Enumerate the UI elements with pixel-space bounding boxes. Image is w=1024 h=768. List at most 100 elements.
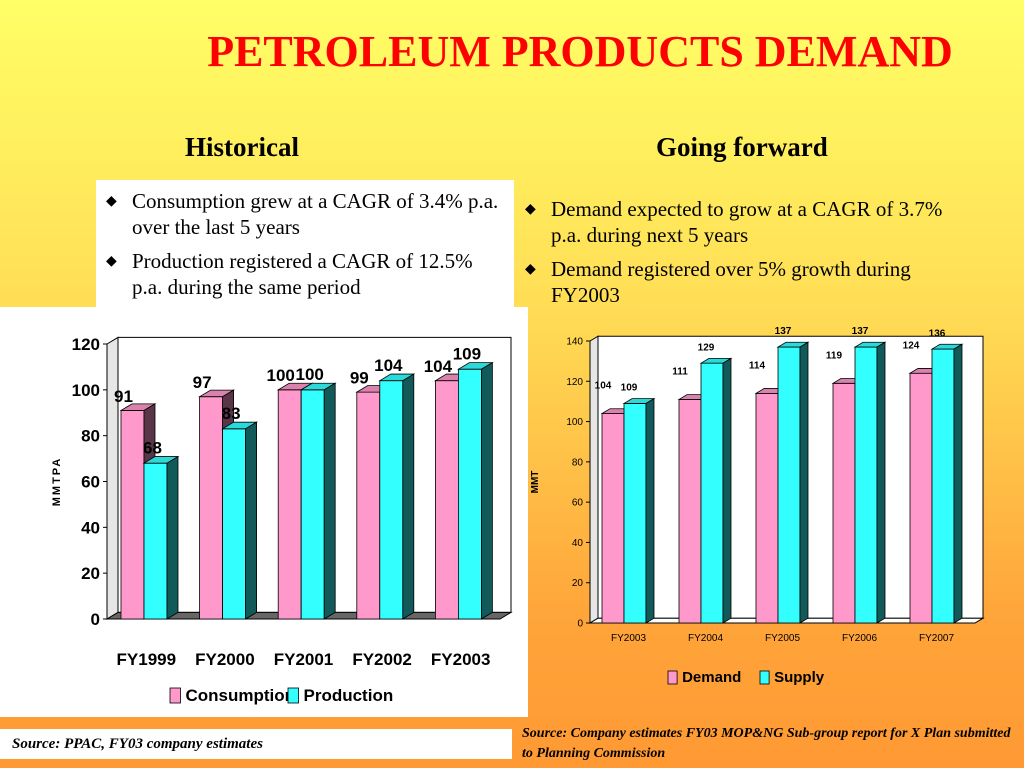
legend-swatch [667, 670, 678, 685]
bar [832, 382, 856, 624]
y-tick-label: 120 [72, 335, 100, 354]
data-label: 104 [595, 381, 612, 392]
data-label: 97 [193, 373, 212, 392]
bar [120, 410, 145, 620]
x-tick-label: FY2003 [431, 650, 491, 669]
y-tick-label: 40 [572, 538, 584, 549]
bar [379, 380, 404, 620]
data-label: 99 [350, 369, 369, 388]
bar [601, 413, 625, 624]
x-tick-label: FY2001 [274, 650, 334, 669]
diamond-bullet-icon: ◆ [525, 202, 536, 217]
y-tick-label: 20 [572, 578, 584, 589]
bar-side [876, 341, 886, 624]
data-label: 114 [749, 361, 766, 372]
legend-swatch [287, 687, 299, 704]
bar [854, 346, 878, 624]
x-tick-label: FY2004 [688, 633, 723, 644]
data-label: 109 [621, 383, 638, 394]
bar [222, 428, 247, 620]
bar [755, 392, 779, 624]
data-label: 119 [826, 351, 843, 362]
bar [356, 391, 381, 620]
bar-side [323, 382, 336, 620]
legend-swatch [759, 670, 770, 685]
y-tick-label: 60 [572, 498, 584, 509]
bar-side [402, 373, 415, 620]
bar [700, 362, 724, 624]
bar [678, 399, 702, 624]
bar [143, 462, 168, 620]
y-tick-label: 140 [566, 337, 583, 348]
legend-label: Demand [682, 669, 741, 686]
y-tick-label: 0 [577, 619, 583, 630]
x-tick-label: FY2002 [352, 650, 412, 669]
data-label: 83 [222, 404, 241, 423]
data-label: 137 [852, 326, 869, 337]
forward-chart: 0 20 40 60 80 100 120 140 MMT 104 109 FY2003 111 129 F… [530, 326, 985, 686]
data-label: 111 [672, 367, 688, 378]
y-axis-label: MMTPA [51, 457, 63, 507]
bar-side [799, 341, 809, 624]
bar-side [245, 421, 258, 620]
historical-bullet-2: ◆ Production registered a CAGR of 12.5% p… [106, 249, 473, 299]
diamond-bullet-icon: ◆ [106, 254, 117, 269]
bar [300, 389, 325, 620]
chart-side-wall [589, 335, 599, 624]
diamond-bullet-icon: ◆ [106, 194, 117, 209]
historical-bullet-box [96, 180, 514, 320]
x-tick-label: FY1999 [117, 650, 177, 669]
historical-chart: 0 20 40 60 80 100 120 MMTPA 91 68 FY1999 97 83 FY2000… [51, 335, 513, 705]
y-axis-label: MMT [530, 471, 541, 494]
x-tick-label: FY2005 [765, 633, 800, 644]
bar [931, 348, 955, 624]
x-tick-label: FY2007 [919, 633, 954, 644]
data-label: 137 [775, 326, 792, 337]
forward-bullet-1: ◆ Demand expected to grow at a CAGR of 3.… [525, 197, 943, 247]
data-label: 100 [296, 365, 324, 384]
bar [277, 389, 302, 620]
bar-side [722, 357, 732, 624]
data-label: 129 [698, 342, 715, 353]
bar [199, 396, 224, 620]
y-tick-label: 120 [566, 377, 583, 388]
historical-bullets: ◆ Consumption grew at a CAGR of 3.4% p.a.… [96, 188, 506, 308]
y-tick-label: 20 [81, 564, 100, 583]
historical-bullet-1: ◆ Consumption grew at a CAGR of 3.4% p.a.… [106, 189, 499, 239]
forward-bullets: ◆ Demand expected to grow at a CAGR of 3.… [515, 196, 975, 316]
bar-side [166, 455, 179, 620]
legend-label: Consumption [186, 686, 296, 705]
legend-label: Supply [774, 669, 825, 686]
x-tick-label: FY2006 [842, 633, 877, 644]
bar [777, 346, 801, 624]
bar [909, 372, 933, 624]
forward-bullet-2: ◆ Demand registered over 5% growth during… [525, 257, 911, 307]
bar-side [953, 343, 963, 624]
y-tick-label: 80 [572, 457, 584, 468]
legend-label: Production [304, 686, 394, 705]
data-label: 124 [903, 340, 920, 351]
data-label: 100 [267, 366, 295, 385]
forward-source: Source: Company estimates FY03 MOP&NG Su… [522, 726, 1011, 761]
y-tick-label: 60 [81, 472, 100, 491]
x-tick-label: FY2000 [195, 650, 255, 669]
y-tick-label: 100 [566, 417, 583, 428]
data-label: 104 [424, 357, 453, 376]
legend-swatch [169, 687, 181, 704]
bar [457, 368, 482, 620]
diamond-bullet-icon: ◆ [525, 262, 536, 277]
data-label: 136 [929, 328, 946, 339]
x-tick-label: FY2003 [611, 633, 646, 644]
historical-chart-panel: 0 20 40 60 80 100 120 MMTPA 91 68 FY1999 97 83 FY2000… [0, 307, 528, 717]
data-label: 68 [143, 439, 162, 458]
going-forward-heading: Going forward [656, 132, 828, 162]
data-label: 104 [374, 356, 403, 375]
data-label: 91 [114, 387, 133, 406]
bar [623, 403, 647, 624]
y-tick-label: 80 [81, 427, 100, 446]
historical-heading: Historical [185, 132, 299, 162]
data-label: 109 [453, 345, 481, 364]
slide-title: PETROLEUM PRODUCTS DEMAND [207, 27, 953, 76]
bar-side [480, 361, 493, 620]
historical-source: Source: PPAC, FY03 company estimates [0, 729, 512, 759]
